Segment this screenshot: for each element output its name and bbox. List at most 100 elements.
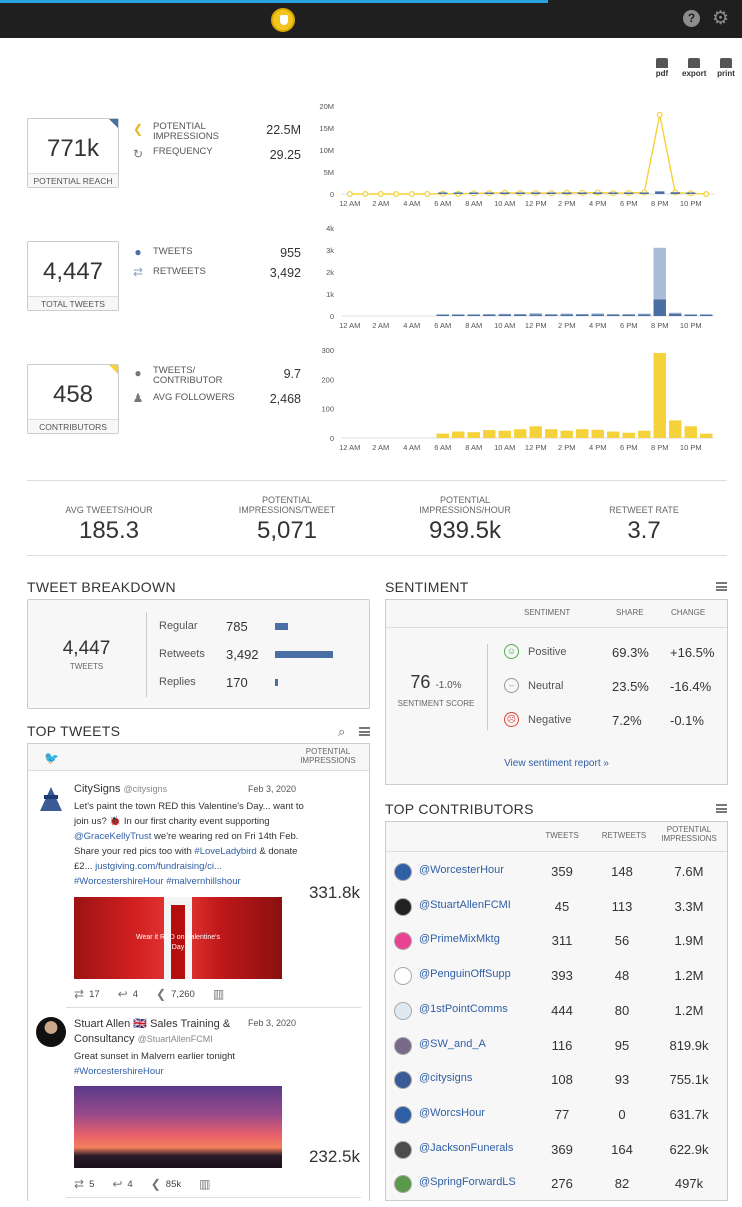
bar-chart-icon: ▥ <box>212 987 225 1001</box>
contributor-row[interactable]: @1stPointComms 444 80 1.2M <box>386 995 729 1030</box>
data-bar <box>639 192 649 194</box>
contributor-row[interactable]: @SW_and_A 116 95 819.9k <box>386 1030 729 1065</box>
tweet-handle: @StuartAllenFCMI <box>137 1034 213 1044</box>
data-bar <box>655 191 665 194</box>
contributors-box: 458 CONTRIBUTORS <box>27 364 119 434</box>
contributor-handle[interactable]: @1stPointComms <box>419 1002 508 1015</box>
tweet-breakdown-title: TWEET BREAKDOWN <box>27 579 176 595</box>
data-bar <box>545 429 558 438</box>
sentiment-title: SENTIMENT <box>385 579 469 595</box>
tweet-image[interactable]: Wear it RED on Valentine's Day <box>74 897 282 979</box>
contributor-handle[interactable]: @JacksonFunerals <box>419 1141 514 1154</box>
reply-count[interactable]: ↩ 4 <box>118 987 138 1001</box>
breakdown-total-value: 4,447 <box>62 638 111 659</box>
tweet-author: Stuart Allen 🇬🇧 Sales Training & Consult… <box>74 1017 239 1047</box>
contributor-handle[interactable]: @SpringForwardLS <box>419 1176 516 1189</box>
contributor-row[interactable]: @StuartAllenFCMI 45 113 3.3M <box>386 891 729 926</box>
contributor-handle[interactable]: @SW_and_A <box>419 1037 486 1050</box>
contributor-handle[interactable]: @StuartAllenFCMI <box>419 898 511 911</box>
sentiment-header: SENTIMENT SHARE CHANGE <box>386 600 727 628</box>
stats-button[interactable]: ▥ <box>213 987 229 1001</box>
tweet-item[interactable]: Stuart Allen 🇬🇧 Sales Training & Consult… <box>36 1017 361 1207</box>
contributor-handle[interactable]: @PrimeMixMktg <box>419 933 500 946</box>
tweet-item[interactable]: CitySigns @citysigns Feb 3, 2020 Let's p… <box>36 783 361 1008</box>
list-menu-icon[interactable] <box>716 804 727 813</box>
col-change: CHANGE <box>671 608 706 617</box>
data-bar <box>436 433 449 438</box>
x-tick-label: 8 PM <box>651 443 669 452</box>
tweet-link[interactable]: justgiving.com/fundraising/ci... <box>95 861 222 872</box>
data-bar <box>498 314 511 316</box>
contributor-row[interactable]: @PrimeMixMktg 311 56 1.9M <box>386 925 729 960</box>
search-icon[interactable]: ⌕ <box>338 724 346 739</box>
breakdown-name: Regular <box>159 620 198 632</box>
tweet-actions: ⇄ 5 ↩ 4 ❮ 85k ▥ <box>74 1177 233 1191</box>
tweet-hashtag[interactable]: #LoveLadybird <box>194 846 257 857</box>
y-tick-label: 20M <box>319 102 334 111</box>
tweets-per-contributor-value: 9.7 <box>283 367 301 381</box>
breakdown-bar <box>275 623 288 630</box>
y-tick-label: 4k <box>326 224 334 233</box>
retweet-count[interactable]: ⇄ 17 <box>74 987 100 1001</box>
contributor-row[interactable]: @WorcesterHour 359 148 7.6M <box>386 856 729 891</box>
contributor-row[interactable]: @JacksonFunerals 369 164 622.9k <box>386 1134 729 1169</box>
neutral-face-icon: – <box>504 678 519 693</box>
contributor-row[interactable]: @citysigns 108 93 755.1k <box>386 1064 729 1099</box>
list-menu-icon[interactable] <box>359 727 370 736</box>
contributor-handle[interactable]: @WorcsHour <box>419 1106 485 1119</box>
tweet-mention[interactable]: @GraceKellyTrust <box>74 831 152 842</box>
col-impressions: POTENTIAL IMPRESSIONS <box>300 747 356 765</box>
reach-count[interactable]: ❮ 7,260 <box>156 987 195 1001</box>
contributor-handle[interactable]: @WorcesterHour <box>419 864 504 876</box>
sentiment-share: 7.2% <box>612 713 642 728</box>
sentiment-name: Positive <box>528 646 567 658</box>
help-icon[interactable]: ? <box>683 10 700 27</box>
print-button[interactable]: print <box>714 58 738 78</box>
x-tick-label: 2 AM <box>372 199 389 208</box>
app-logo[interactable] <box>271 8 295 32</box>
reach-count[interactable]: ❮ 85k <box>151 1177 181 1191</box>
x-tick-label: 10 AM <box>494 321 515 330</box>
contributor-handle[interactable]: @citysigns <box>419 1072 473 1085</box>
x-tick-label: 12 PM <box>525 443 547 452</box>
kpi-value: 185.3 <box>78 517 140 544</box>
contributors-header: TWEETS RETWEETS POTENTIAL IMPRESSIONS <box>386 822 727 852</box>
kpi-label: POTENTIAL IMPRESSIONS/HOUR <box>419 495 511 515</box>
contributor-impressions: 631.7k <box>669 1106 709 1122</box>
contributor-row[interactable]: @PenguinOffSupp 393 48 1.2M <box>386 960 729 995</box>
contributor-row[interactable]: @SpringForwardLS 276 82 497k <box>386 1168 729 1203</box>
view-sentiment-report-link[interactable]: View sentiment report » <box>504 758 609 769</box>
data-bar <box>576 429 589 438</box>
tweet-text-part: Let's paint the town RED this Valentine'… <box>74 801 304 827</box>
tweet-image-sunset[interactable] <box>74 1086 282 1168</box>
y-tick-label: 15M <box>319 124 334 133</box>
data-point <box>424 190 431 197</box>
total-tweets-value: 4,447 <box>42 258 104 285</box>
data-point <box>377 190 384 197</box>
contributor-row[interactable]: @WorcsHour 77 0 631.7k <box>386 1099 729 1134</box>
export-button[interactable]: export <box>682 58 706 78</box>
contributor-impressions: 3.3M <box>674 898 704 914</box>
stats-button[interactable]: ▥ <box>199 1177 215 1191</box>
tweets-per-contributor-label: TWEETS/ CONTRIBUTOR <box>153 365 223 386</box>
tweet-hashtag[interactable]: #WorcestershireHour <box>74 1066 164 1077</box>
impressions-line-chart: 0 5M 10M 15M 20M 12 AM 2 AM 4 AM 6 AM 8 AM 10 AM 12… <box>319 102 714 208</box>
gear-icon[interactable]: ⚙ <box>712 8 730 29</box>
total-tweets-box: 4,447 TOTAL TWEETS <box>27 241 119 311</box>
contributor-handle[interactable]: @PenguinOffSupp <box>419 968 511 981</box>
breakdown-count: 785 <box>226 619 248 634</box>
contributor-tweets: 311 <box>551 933 573 949</box>
retweets-label: RETWEETS <box>153 266 206 277</box>
data-bar <box>653 299 666 316</box>
contributor-retweets: 48 <box>614 968 630 984</box>
tweet-hashtags[interactable]: #WorcestershireHour #malvernhillshour <box>74 876 241 887</box>
data-bar <box>560 314 573 316</box>
list-menu-icon[interactable] <box>716 582 727 591</box>
tweet-bubble-icon: ● <box>134 245 142 259</box>
data-bar <box>670 192 680 194</box>
pdf-button[interactable]: pdf <box>650 58 674 78</box>
reply-count[interactable]: ↩ 4 <box>112 1177 132 1191</box>
tweet-divider <box>66 1007 361 1008</box>
sentiment-change: +16.5% <box>670 645 715 660</box>
retweet-count[interactable]: ⇄ 5 <box>74 1177 94 1191</box>
